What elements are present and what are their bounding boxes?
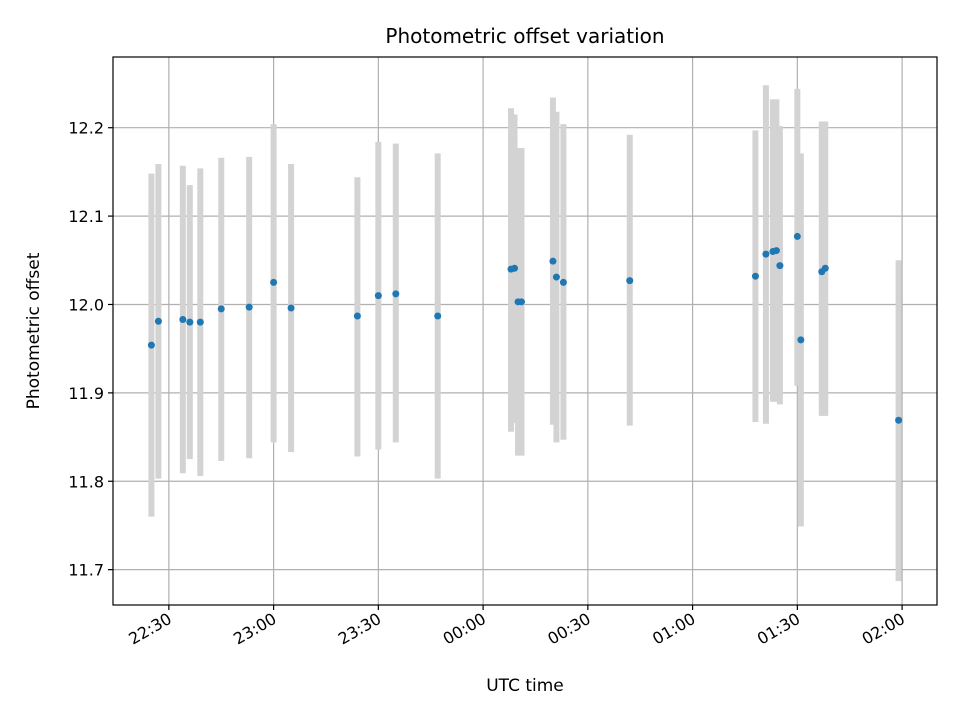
y-tick-label: 12.1 — [68, 207, 104, 226]
data-point — [245, 303, 253, 311]
data-point — [797, 336, 805, 344]
data-point — [626, 277, 634, 285]
data-point — [196, 318, 204, 326]
data-point — [772, 247, 780, 255]
data-point — [776, 262, 784, 270]
plot-frame — [112, 56, 938, 606]
y-tick-label: 12.0 — [68, 295, 104, 314]
data-points — [147, 232, 903, 424]
data-point — [186, 318, 194, 326]
data-point — [179, 316, 187, 324]
data-point — [217, 305, 225, 313]
data-point — [751, 272, 759, 280]
data-point — [147, 341, 155, 349]
data-point — [549, 257, 557, 265]
y-tick-label: 11.7 — [68, 561, 104, 580]
data-point — [434, 312, 442, 320]
data-point — [392, 290, 400, 298]
data-point — [895, 416, 903, 424]
y-tick-label: 11.8 — [68, 472, 104, 491]
data-point — [154, 317, 162, 325]
x-axis-label: UTC time — [486, 676, 564, 696]
data-point — [552, 273, 560, 281]
data-point — [353, 312, 361, 320]
data-point — [287, 304, 295, 312]
data-point — [821, 264, 829, 272]
chart-title: Photometric offset variation — [385, 24, 664, 48]
y-axis-label: Photometric offset — [24, 252, 44, 409]
y-axis-ticks: 11.7 11.8 11.9 12.0 12.1 12.2 — [68, 119, 113, 580]
data-point — [793, 232, 801, 240]
data-point — [270, 278, 278, 286]
data-point — [511, 264, 519, 272]
data-point — [762, 250, 770, 258]
data-point — [518, 298, 526, 306]
data-point — [374, 292, 382, 300]
y-tick-label: 12.2 — [68, 119, 104, 138]
data-point — [559, 278, 567, 286]
y-tick-label: 11.9 — [68, 384, 104, 403]
